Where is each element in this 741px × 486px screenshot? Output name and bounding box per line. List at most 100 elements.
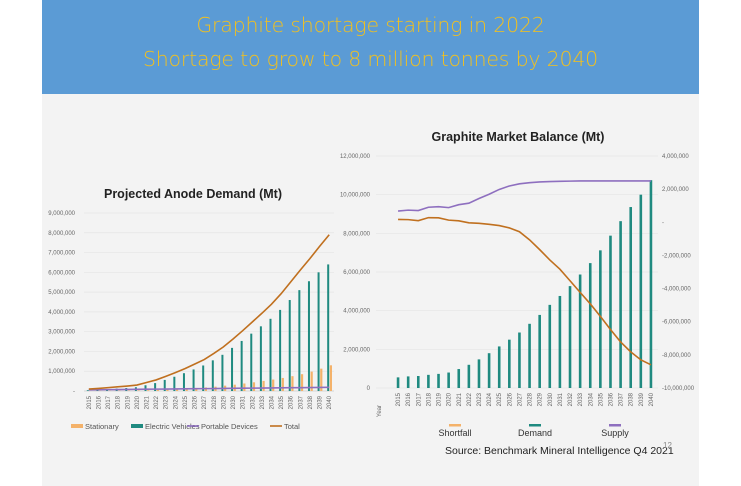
demand-bar — [548, 304, 552, 388]
market-balance-y-ticks: 0 2,000,000 4,000,000 6,000,000 8,000,000 10,… — [340, 154, 371, 392]
headline-banner: Graphite shortage starting in 2022 Short… — [42, 0, 699, 94]
legend-label: Electric Vehicles — [145, 422, 200, 431]
market-balance-title: Graphite Market Balance (Mt) — [432, 130, 605, 144]
x-tick-label: 2015 — [87, 395, 93, 409]
x-tick-label: 2018 — [426, 392, 432, 406]
electric-vehicles-bar — [144, 385, 147, 391]
stationary-bar — [262, 380, 265, 391]
y-tick-label: 10,000,000 — [340, 193, 371, 199]
demand-bar — [437, 373, 440, 388]
stationary-bar — [175, 389, 179, 391]
x-tick-label: 2028 — [212, 395, 218, 409]
electric-vehicles-bar — [86, 390, 89, 391]
demand-bar — [578, 274, 582, 388]
x-tick-label: 2026 — [193, 395, 199, 409]
market-balance-lines — [397, 180, 652, 366]
y-tick-label: 5,000,000 — [48, 290, 75, 296]
demand-bar — [528, 323, 531, 388]
x-tick-label: 2016 — [96, 395, 102, 409]
y-tick-label: 7,000,000 — [48, 251, 75, 257]
stationary-bar — [291, 376, 294, 391]
legend-label: Stationary — [85, 422, 119, 431]
demand-bar — [497, 346, 501, 388]
page-number: 12 — [663, 441, 672, 450]
demand-bar — [416, 376, 420, 388]
stationary-bar — [320, 368, 323, 391]
y-tick-label: 1,000,000 — [48, 369, 75, 375]
x-tick-label: 2025 — [183, 395, 189, 409]
legend-swatch — [449, 424, 461, 427]
electric-vehicles-bar — [221, 354, 224, 391]
x-tick-label: 2037 — [298, 395, 304, 409]
x-tick-label: 2031 — [241, 395, 247, 409]
demand-bar — [518, 332, 521, 388]
x-tick-label: 2038 — [629, 392, 635, 406]
stationary-bar — [166, 389, 169, 391]
x-tick-label: 2017 — [416, 392, 422, 406]
market-balance-x-ticks: 2015 2016 2017 2018 2019 2020 2021 2022 2023 2024… — [396, 392, 655, 406]
electric-vehicles-bar — [327, 264, 330, 391]
x-tick-label: 2031 — [558, 392, 564, 406]
demand-bar — [508, 339, 511, 388]
electric-vehicles-bar — [317, 272, 320, 391]
y-tick-label: 3,000,000 — [48, 330, 75, 336]
market-balance-chart: Graphite Market Balance (Mt) 0 2,000,000 4… — [340, 130, 695, 438]
y2-tick-label: - — [662, 220, 664, 226]
x-tick-label: 2030 — [548, 392, 554, 406]
electric-vehicles-bar — [202, 365, 205, 391]
demand-bar — [568, 286, 572, 388]
demand-bar — [619, 221, 622, 388]
electric-vehicles-bar — [154, 383, 157, 391]
market-balance-bars — [396, 180, 653, 388]
electric-vehicles-bar — [163, 379, 166, 391]
x-tick-label: 2019 — [125, 395, 131, 409]
anode-demand-lines — [88, 234, 330, 391]
x-tick-label: 2019 — [437, 392, 443, 406]
demand-bar — [629, 207, 633, 388]
x-tick-label: 2024 — [173, 395, 179, 409]
stationary-bar — [195, 388, 198, 391]
headline-line-2: Shortage to grow to 8 million tonnes by … — [142, 47, 599, 71]
anode-demand-chart: Projected Anode Demand (Mt) - 1,000,000 2,… — [48, 187, 334, 431]
y2-tick-label: -2,000,000 — [662, 253, 691, 259]
supply-line — [397, 180, 651, 212]
y-tick-label: 6,000,000 — [48, 270, 75, 276]
demand-bar — [558, 295, 562, 388]
x-tick-label: 2027 — [517, 392, 523, 406]
electric-vehicles-bar — [182, 373, 185, 391]
demand-bar — [457, 369, 461, 388]
x-tick-label: 2016 — [406, 392, 412, 406]
y2-tick-label: -6,000,000 — [662, 320, 691, 326]
legend-label: Portable Devices — [201, 422, 258, 431]
anode-demand-gridlines — [84, 212, 334, 392]
legend-swatch — [71, 424, 83, 428]
total-line — [88, 234, 330, 390]
demand-bar — [609, 235, 612, 388]
stationary-bar — [156, 389, 159, 391]
shortfall-line — [398, 216, 652, 366]
y-tick-label: 8,000,000 — [343, 231, 370, 237]
x-tick-label: 2033 — [260, 395, 266, 409]
electric-vehicles-bar — [288, 300, 291, 391]
electric-vehicles-bar — [307, 281, 310, 391]
demand-bar — [406, 376, 410, 388]
source-text: Benchmark Mineral Intelligence Q4 2021 — [484, 445, 674, 457]
x-tick-label: 2023 — [164, 395, 170, 409]
y2-tick-label: -8,000,000 — [662, 353, 691, 359]
stationary-bar — [252, 382, 256, 391]
anode-demand-legend: Stationary Electric Vehicles Portable Devi… — [71, 422, 300, 431]
x-tick-label: 2035 — [598, 392, 604, 406]
electric-vehicles-bar — [298, 290, 301, 391]
slide: Graphite shortage starting in 2022 Short… — [42, 0, 699, 486]
legend-label: Total — [284, 422, 300, 431]
y2-tick-label: -4,000,000 — [662, 287, 691, 293]
demand-bar — [487, 353, 491, 388]
x-tick-label: 2036 — [289, 395, 295, 409]
electric-vehicles-bar — [231, 347, 234, 391]
demand-bar — [599, 250, 602, 388]
legend-swatch — [131, 424, 143, 428]
demand-bar — [467, 364, 471, 388]
electric-vehicles-bar — [173, 376, 176, 391]
source-label: Source: — [445, 445, 481, 457]
market-balance-y2-ticks: -10,000,000-8,000,000-6,000,000-4,000,00… — [662, 154, 695, 392]
